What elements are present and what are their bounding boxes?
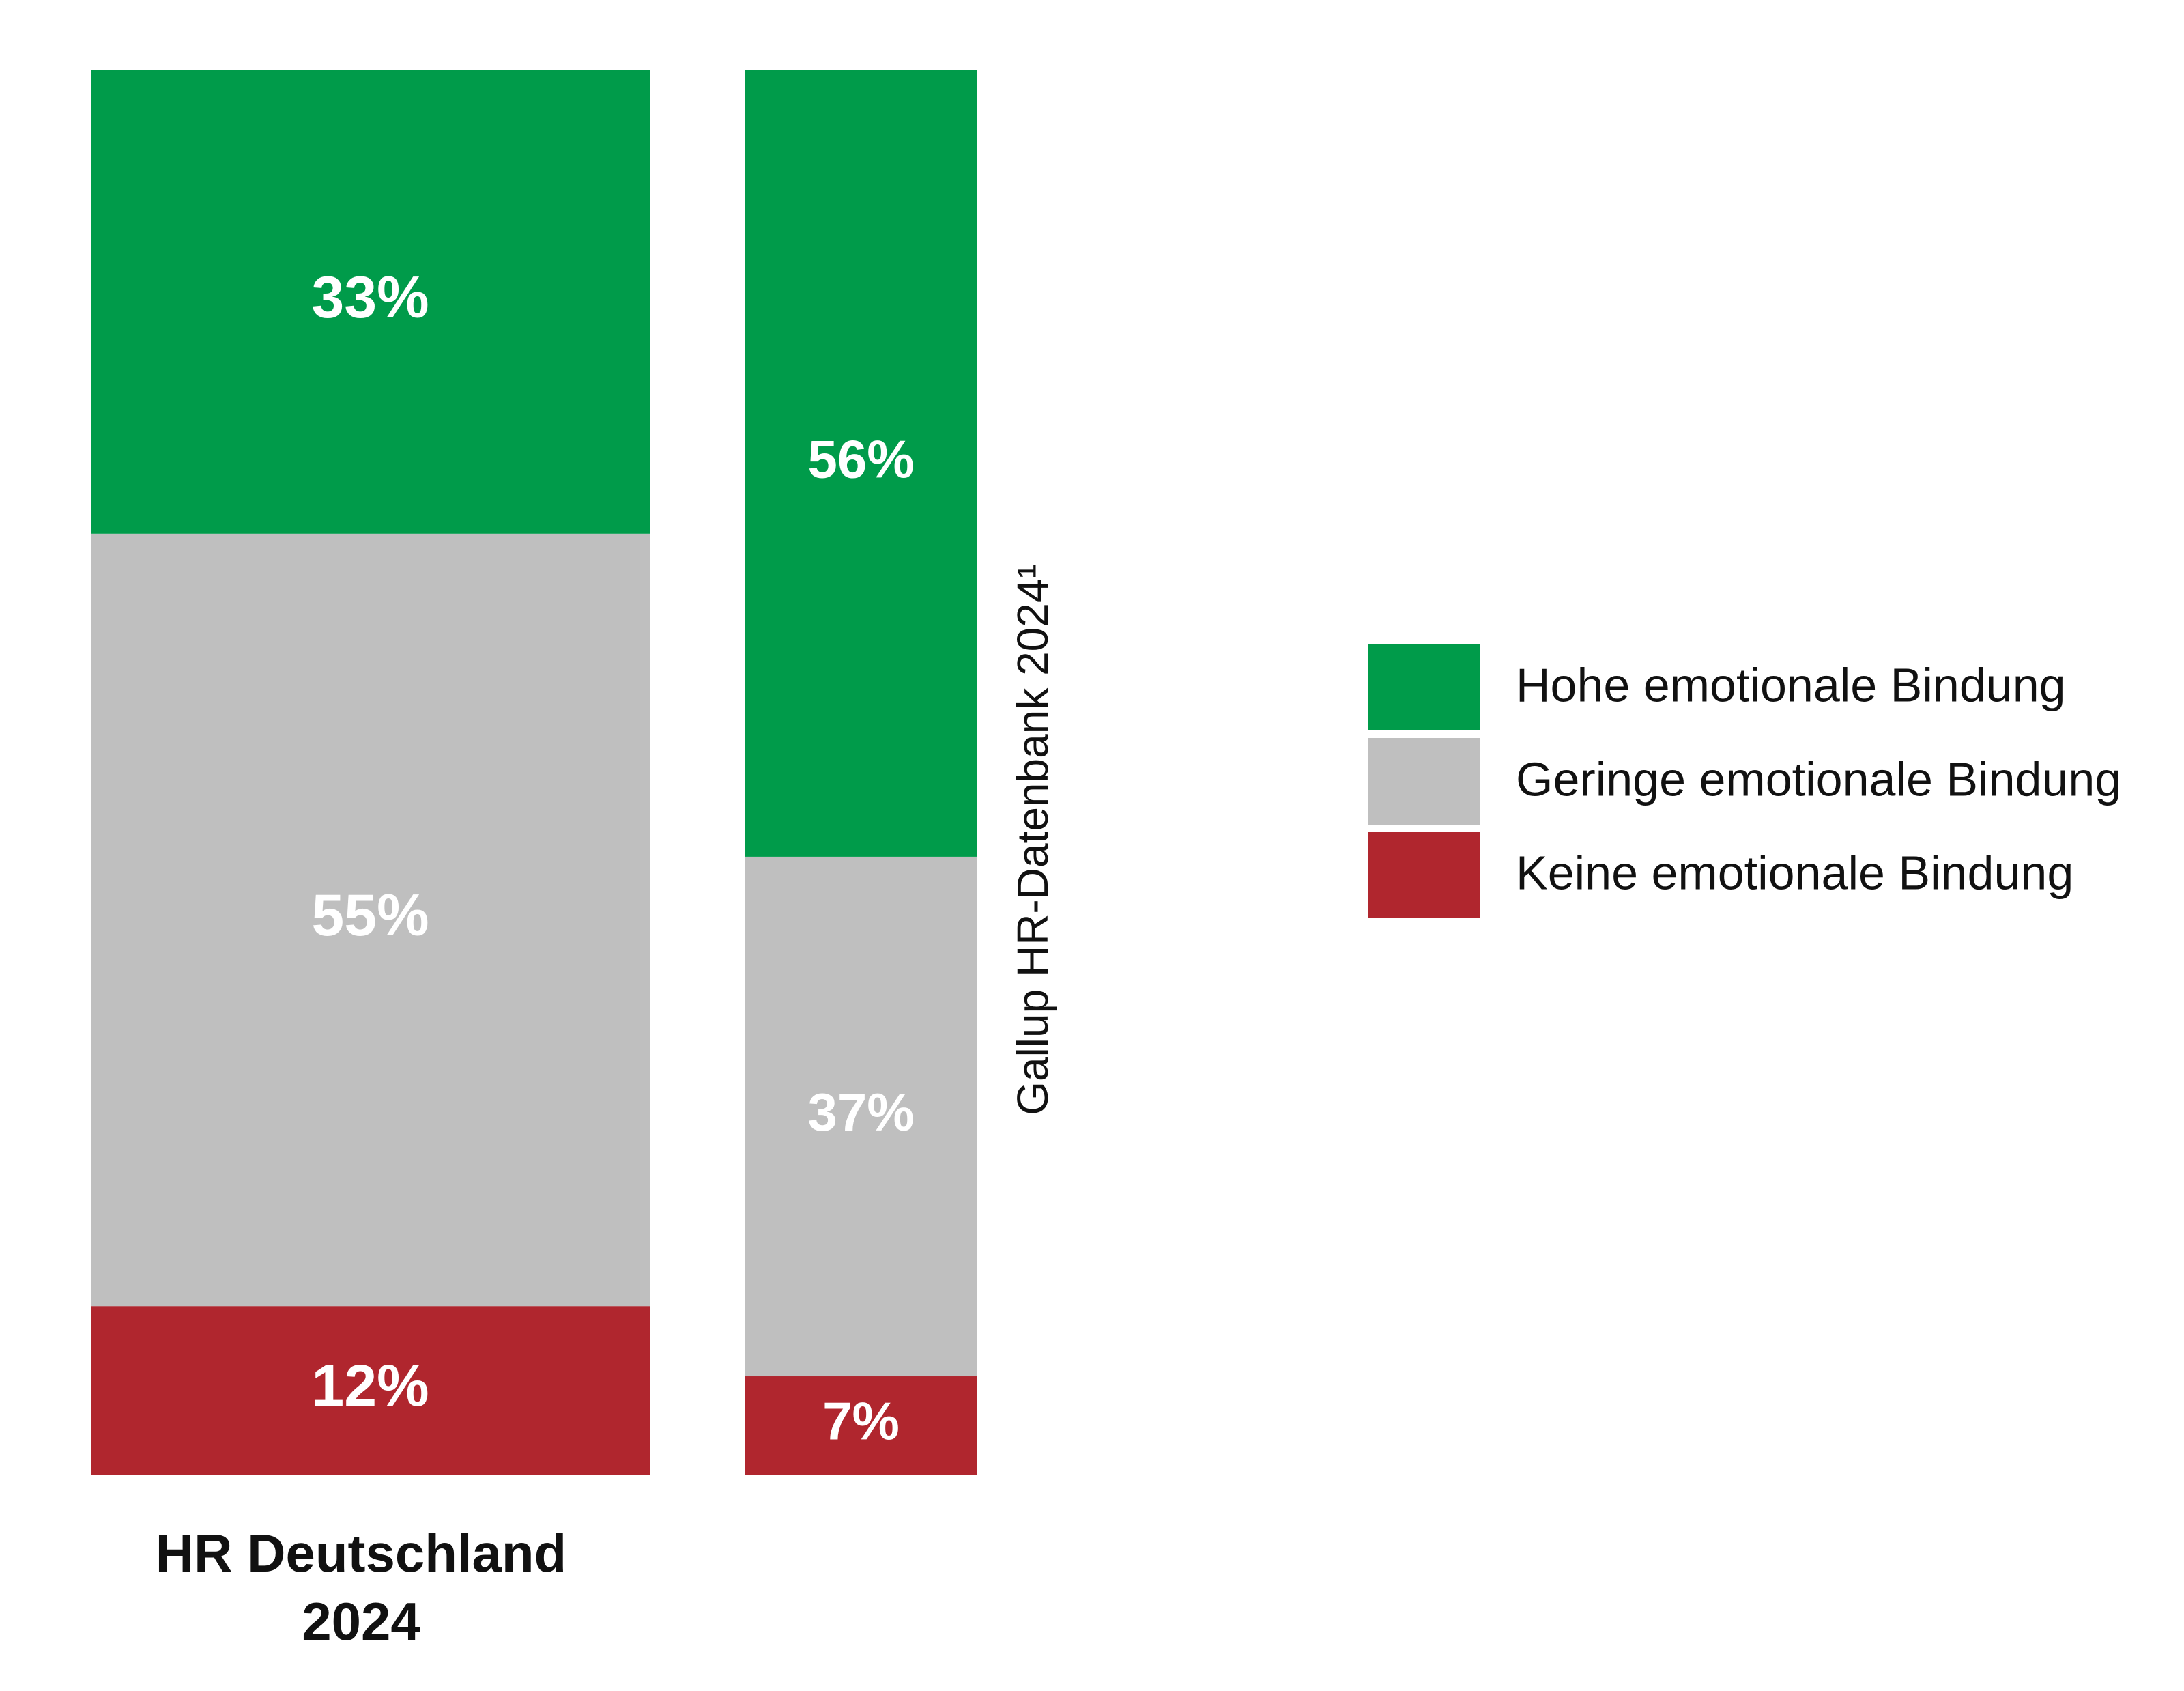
- legend-swatch: [1368, 738, 1480, 825]
- value-label: 33%: [311, 265, 429, 330]
- legend-swatch: [1368, 644, 1480, 730]
- bar-segment: [91, 533, 650, 1307]
- value-label: 7%: [822, 1391, 900, 1451]
- value-label: 55%: [311, 883, 429, 948]
- bar-segment: [745, 1376, 977, 1475]
- value-label: 37%: [807, 1082, 914, 1142]
- bar-segment: [91, 70, 650, 534]
- value-label: 56%: [807, 429, 914, 489]
- category-label: Gallup HR-Datenbank 2024¹: [1008, 564, 1057, 1116]
- bar-segment: [91, 1306, 650, 1475]
- category-label: HR Deutschland 2024: [155, 1523, 567, 1651]
- legend-label: Keine emotionale Bindung: [1516, 846, 2073, 899]
- legend-swatch: [1368, 832, 1480, 918]
- bar-segment: [745, 856, 977, 1377]
- bar-segment: [745, 70, 977, 857]
- value-label: 12%: [311, 1353, 429, 1419]
- legend-label: Geringe emotionale Bindung: [1516, 752, 2121, 806]
- legend-label: Hohe emotionale Bindung: [1516, 658, 2066, 711]
